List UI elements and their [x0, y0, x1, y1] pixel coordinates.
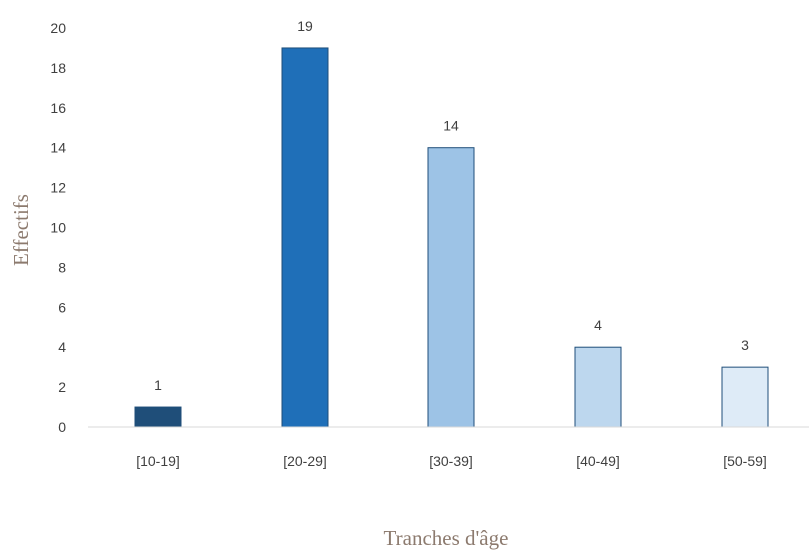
y-tick-label: 18: [50, 60, 66, 76]
data-label: 4: [594, 317, 602, 333]
x-tick-label: [20-29]: [283, 453, 327, 469]
y-tick-label: 20: [50, 20, 66, 36]
y-tick-label: 14: [50, 140, 66, 156]
y-tick-label: 0: [58, 419, 66, 435]
y-axis-title: Effectifs: [9, 194, 33, 266]
bar: [281, 47, 329, 428]
y-tick-label: 12: [50, 180, 66, 196]
bar: [134, 406, 182, 428]
x-tick-label: [30-39]: [429, 453, 473, 469]
y-tick-label: 6: [58, 299, 66, 315]
bars: [134, 47, 769, 428]
bar: [721, 366, 769, 428]
y-tick-label: 8: [58, 259, 66, 275]
data-label: 3: [741, 337, 749, 353]
x-tick-label: [10-19]: [136, 453, 180, 469]
data-label: 19: [297, 18, 313, 34]
x-axis-ticks: [10-19] [20-29] [30-39] [40-49] [50-59]: [136, 453, 767, 469]
x-tick-label: [40-49]: [576, 453, 620, 469]
y-tick-label: 2: [58, 379, 66, 395]
bar: [574, 346, 622, 428]
data-label: 1: [154, 377, 162, 393]
y-tick-label: 4: [58, 339, 66, 355]
y-tick-label: 16: [50, 100, 66, 116]
x-axis-title: Tranches d'âge: [384, 526, 509, 550]
x-tick-label: [50-59]: [723, 453, 767, 469]
y-tick-label: 10: [50, 220, 66, 236]
data-labels: 1 19 14 4 3: [154, 18, 749, 393]
bar: [427, 147, 475, 428]
y-axis-ticks: 0 2 4 6 8 10 12 14 16 18 20: [50, 20, 66, 435]
data-label: 14: [443, 118, 459, 134]
